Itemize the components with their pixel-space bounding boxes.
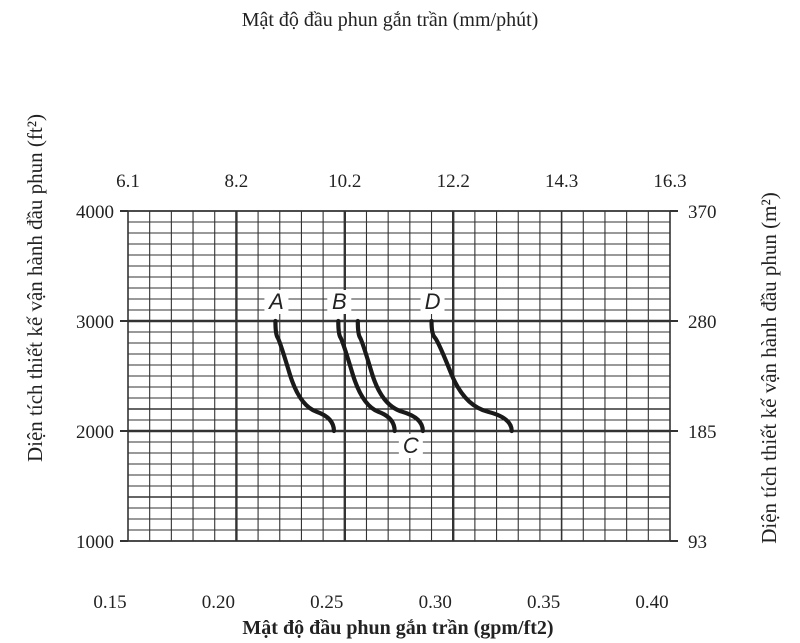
curve-b <box>336 318 397 434</box>
curve-d <box>429 318 514 434</box>
x-tick-label-bottom: 0.25 <box>310 592 343 613</box>
y-axis-label-left: Diện tích thiết kế vận hành đầu phun (ft… <box>23 114 47 462</box>
grid <box>127 210 671 542</box>
x-tick-label-bottom: 0.30 <box>419 592 452 613</box>
x-tick-label-top: 12.2 <box>437 171 470 192</box>
y-axis-label-right: Diện tích thiết kế vận hành đầu phun (m²… <box>757 192 781 544</box>
curve-labels: A B C D <box>264 289 445 458</box>
x-tick-label-top: 8.2 <box>225 171 249 192</box>
x-tick-label-top: 14.3 <box>545 171 578 192</box>
curve-label-bg <box>398 434 423 458</box>
y-tick-label-left: 3000 <box>76 312 114 333</box>
curve-a <box>273 318 337 434</box>
x-tick-label-bottom: 0.20 <box>202 592 235 613</box>
x-axis-label: Mật độ đầu phun gắn trần (gpm/ft2) <box>242 617 553 639</box>
x-tick-label-bottom: 0.40 <box>635 592 668 613</box>
curve-label-bg <box>420 290 445 314</box>
y-tick-label-left: 1000 <box>76 532 114 553</box>
y-tick-label-left: 2000 <box>76 422 114 443</box>
curve-label-b: B <box>332 289 347 314</box>
y-tick-label-right: 93 <box>688 532 707 553</box>
curve-label-bg <box>327 290 352 314</box>
x-tick-label-top: 6.1 <box>116 171 140 192</box>
curve-c <box>355 318 425 434</box>
curve-label-d: D <box>425 289 441 314</box>
curves <box>273 318 514 434</box>
tick-labels: 0.15 0.20 0.25 0.30 0.35 0.40 6.1 8.2 10.2 12.2 14… <box>76 171 717 613</box>
x-tick-label-bottom: 0.35 <box>527 592 560 613</box>
y-tick-label-right: 185 <box>688 422 717 443</box>
y-tick-label-right: 370 <box>688 202 717 223</box>
curve-label-a: A <box>267 289 284 314</box>
chart-title: Mật độ đầu phun gắn trần (mm/phút) <box>242 9 539 31</box>
x-tick-label-bottom: 0.15 <box>93 592 126 613</box>
curve-label-bg <box>264 290 289 314</box>
y-tick-label-right: 280 <box>688 312 717 333</box>
curve-label-c: C <box>403 433 419 458</box>
y-tick-label-left: 4000 <box>76 202 114 223</box>
x-tick-label-top: 10.2 <box>328 171 361 192</box>
x-tick-label-top: 16.3 <box>653 171 686 192</box>
